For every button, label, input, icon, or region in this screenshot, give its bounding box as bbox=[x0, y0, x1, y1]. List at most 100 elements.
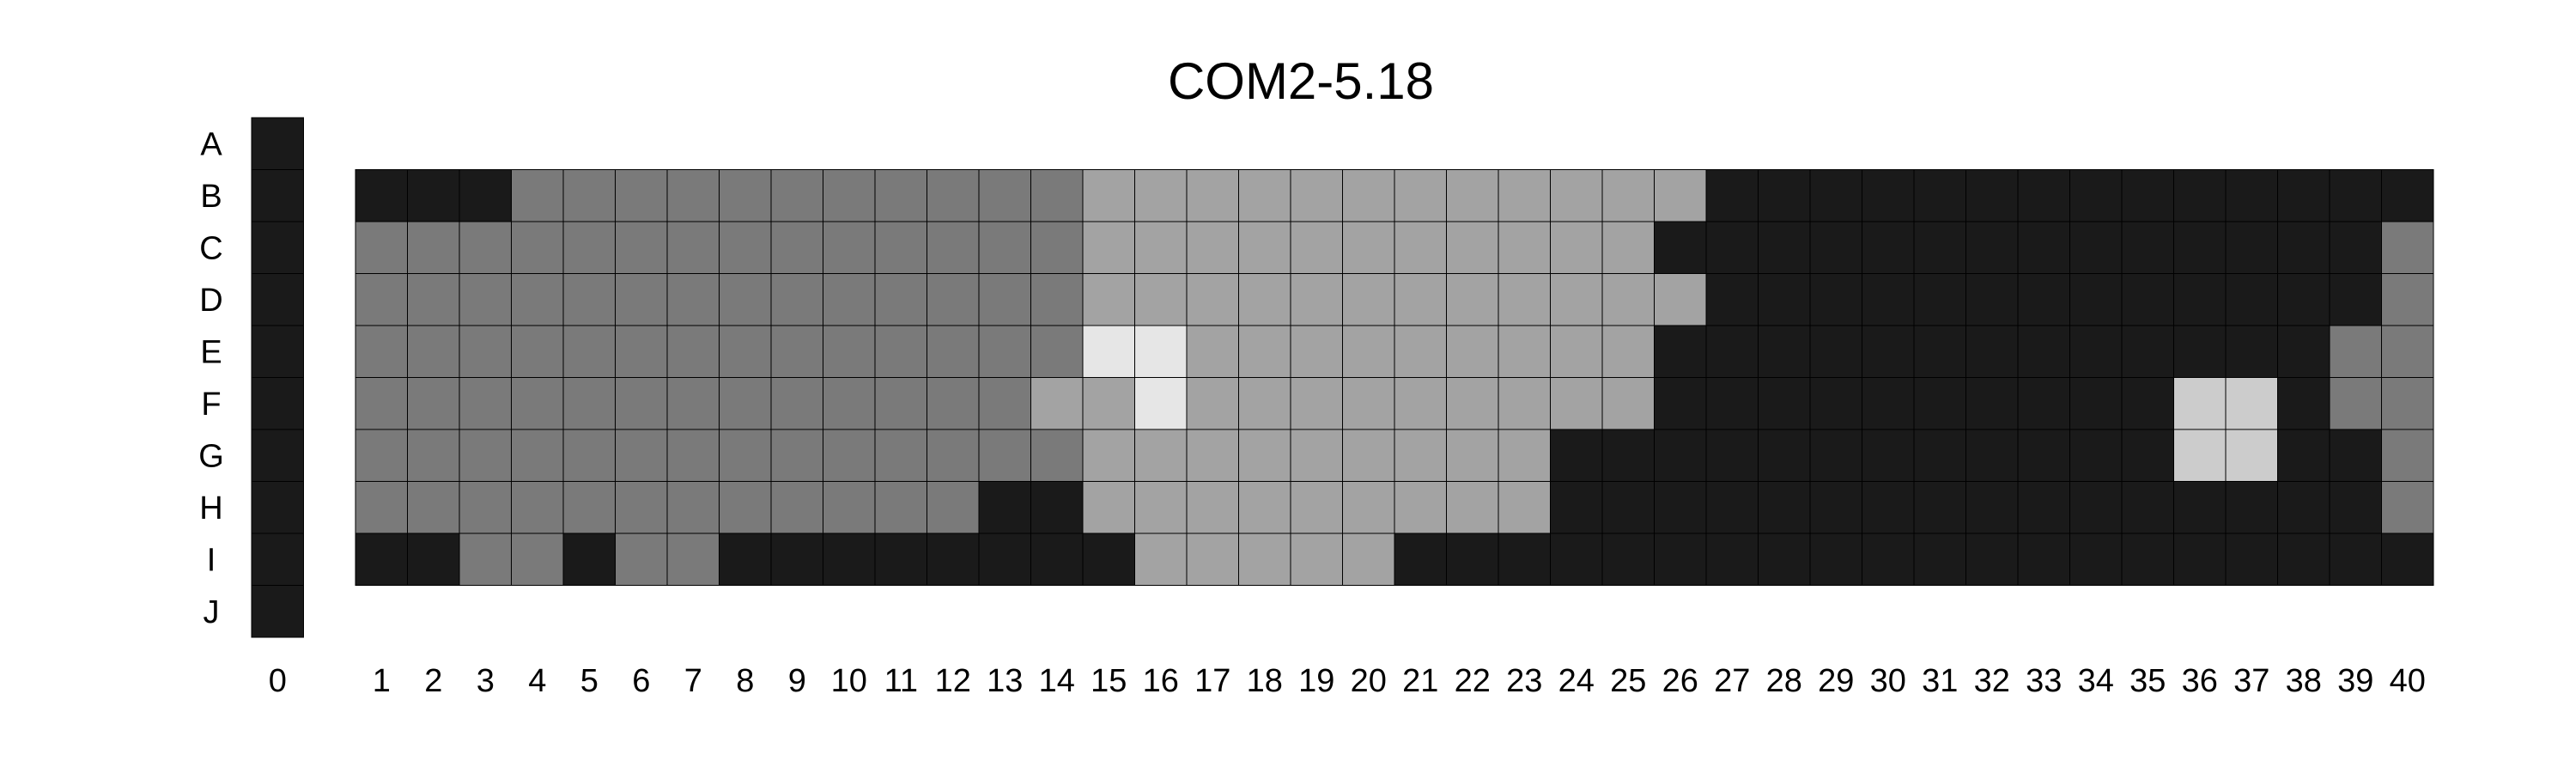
heatmap-cell-h23 bbox=[1498, 481, 1551, 534]
heatmap-cell-i18 bbox=[1238, 533, 1291, 586]
heatmap-cell-g1 bbox=[355, 429, 408, 482]
heatmap-cell-g35 bbox=[2121, 429, 2174, 482]
heatmap-cell-f34 bbox=[2069, 377, 2123, 430]
heatmap-cell-g10 bbox=[823, 429, 876, 482]
heatmap-cell-g17 bbox=[1186, 429, 1239, 482]
column-label-28: 28 bbox=[1766, 663, 1802, 699]
heatmap-cell-e36 bbox=[2173, 325, 2227, 378]
heatmap-cell-i37 bbox=[2225, 533, 2278, 586]
heatmap-cell-g14 bbox=[1030, 429, 1084, 482]
heatmap-cell-h9 bbox=[770, 481, 823, 534]
heatmap-cell-e15 bbox=[1082, 325, 1135, 378]
heatmap-cell-e0 bbox=[251, 325, 304, 378]
heatmap-cell-i8 bbox=[719, 533, 772, 586]
heatmap-cell-c14 bbox=[1030, 221, 1084, 274]
column-label-39: 39 bbox=[2337, 663, 2373, 699]
heatmap-cell-h13 bbox=[978, 481, 1031, 534]
column-label-10: 10 bbox=[831, 663, 867, 699]
heatmap-cell-c15 bbox=[1082, 221, 1135, 274]
heatmap-cell-e37 bbox=[2225, 325, 2278, 378]
heatmap-cell-h21 bbox=[1394, 481, 1447, 534]
heatmap-cell-g8 bbox=[719, 429, 772, 482]
heatmap-cell-b33 bbox=[2017, 169, 2070, 222]
heatmap-cell-e18 bbox=[1238, 325, 1291, 378]
heatmap-cell-f29 bbox=[1809, 377, 1862, 430]
heatmap-cell-h17 bbox=[1186, 481, 1239, 534]
heatmap-cell-h39 bbox=[2329, 481, 2382, 534]
heatmap-cell-i11 bbox=[874, 533, 927, 586]
heatmap-cell-d20 bbox=[1342, 273, 1395, 326]
heatmap-cell-i28 bbox=[1758, 533, 1811, 586]
heatmap-cell-b40 bbox=[2381, 169, 2434, 222]
heatmap-cell-b30 bbox=[1862, 169, 1915, 222]
heatmap-cell-h29 bbox=[1809, 481, 1862, 534]
heatmap-cell-h16 bbox=[1134, 481, 1188, 534]
heatmap-cell-c36 bbox=[2173, 221, 2227, 274]
heatmap-cell-h26 bbox=[1654, 481, 1707, 534]
heatmap-cell-e6 bbox=[615, 325, 668, 378]
heatmap-cell-h40 bbox=[2381, 481, 2434, 534]
heatmap-cell-g19 bbox=[1290, 429, 1343, 482]
heatmap-cell-g11 bbox=[874, 429, 927, 482]
heatmap-cell-i4 bbox=[511, 533, 564, 586]
heatmap-cell-i38 bbox=[2277, 533, 2330, 586]
heatmap-cell-g13 bbox=[978, 429, 1031, 482]
heatmap-cell-d3 bbox=[459, 273, 512, 326]
heatmap-cell-g5 bbox=[562, 429, 616, 482]
heatmap-cell-e32 bbox=[1965, 325, 2019, 378]
row-label-f: F bbox=[201, 386, 221, 423]
heatmap-cell-d15 bbox=[1082, 273, 1135, 326]
heatmap-cell-d28 bbox=[1758, 273, 1811, 326]
heatmap-cell-d38 bbox=[2277, 273, 2330, 326]
heatmap-cell-f0 bbox=[251, 377, 304, 430]
heatmap-cell-c25 bbox=[1601, 221, 1655, 274]
heatmap-cell-i36 bbox=[2173, 533, 2227, 586]
heatmap-cell-g25 bbox=[1601, 429, 1655, 482]
heatmap-cell-d25 bbox=[1601, 273, 1655, 326]
heatmap-cell-h8 bbox=[719, 481, 772, 534]
heatmap-cell-b9 bbox=[770, 169, 823, 222]
heatmap-cell-g18 bbox=[1238, 429, 1291, 482]
heatmap-cell-d39 bbox=[2329, 273, 2382, 326]
heatmap-cell-d5 bbox=[562, 273, 616, 326]
heatmap-cell-d7 bbox=[666, 273, 720, 326]
heatmap-cell-i6 bbox=[615, 533, 668, 586]
heatmap-cell-c34 bbox=[2069, 221, 2123, 274]
heatmap-cell-h14 bbox=[1030, 481, 1084, 534]
heatmap-cell-c30 bbox=[1862, 221, 1915, 274]
heatmap-cell-f12 bbox=[927, 377, 980, 430]
heatmap-cell-b5 bbox=[562, 169, 616, 222]
heatmap-cell-h2 bbox=[407, 481, 460, 534]
heatmap-cell-e34 bbox=[2069, 325, 2123, 378]
heatmap-cell-f24 bbox=[1550, 377, 1603, 430]
column-label-6: 6 bbox=[632, 663, 650, 699]
heatmap-cell-b39 bbox=[2329, 169, 2382, 222]
heatmap-cell-e31 bbox=[1913, 325, 1966, 378]
row-label-j: J bbox=[204, 594, 220, 630]
heatmap-cell-f4 bbox=[511, 377, 564, 430]
heatmap-cell-i0 bbox=[251, 533, 304, 586]
heatmap-cell-f21 bbox=[1394, 377, 1447, 430]
heatmap-cell-i7 bbox=[666, 533, 720, 586]
heatmap-cell-b17 bbox=[1186, 169, 1239, 222]
heatmap-cell-e9 bbox=[770, 325, 823, 378]
heatmap-cell-e26 bbox=[1654, 325, 1707, 378]
heatmap-cell-h3 bbox=[459, 481, 512, 534]
heatmap-cell-d40 bbox=[2381, 273, 2434, 326]
heatmap-cell-g33 bbox=[2017, 429, 2070, 482]
heatmap-cell-h19 bbox=[1290, 481, 1343, 534]
heatmap-cell-d2 bbox=[407, 273, 460, 326]
heatmap-cell-c33 bbox=[2017, 221, 2070, 274]
column-label-22: 22 bbox=[1455, 663, 1491, 699]
heatmap-cell-d11 bbox=[874, 273, 927, 326]
column-labels: 0 1 2 3 4 5 6 7 8 9 10 11 12 13 14 15 16 17 18 19 20 21 22 23 24… bbox=[269, 663, 2426, 699]
column-label-13: 13 bbox=[987, 663, 1023, 699]
heatmap-cell-f35 bbox=[2121, 377, 2174, 430]
heatmap-cell-d14 bbox=[1030, 273, 1084, 326]
heatmap-cell-c40 bbox=[2381, 221, 2434, 274]
column-label-25: 25 bbox=[1610, 663, 1646, 699]
heatmap-cell-d26 bbox=[1654, 273, 1707, 326]
heatmap-cell-b15 bbox=[1082, 169, 1135, 222]
heatmap-cell-c7 bbox=[666, 221, 720, 274]
heatmap-cell-h30 bbox=[1862, 481, 1915, 534]
